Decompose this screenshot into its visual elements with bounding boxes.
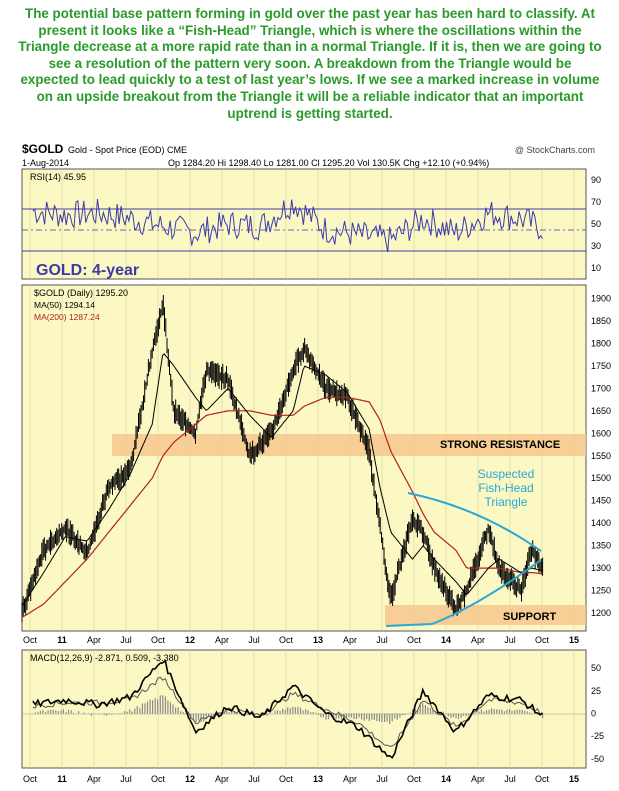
x-tick-label: Oct <box>535 774 550 784</box>
rsi-legend: RSI(14) 45.95 <box>30 172 86 182</box>
header-date: 1-Aug-2014 <box>22 158 69 168</box>
x-tick-label: 13 <box>313 635 323 645</box>
rsi-y-tick: 30 <box>591 241 601 251</box>
price-y-tick: 1900 <box>591 293 611 303</box>
x-tick-label: 14 <box>441 774 451 784</box>
rsi-series-line <box>32 199 544 253</box>
x-tick-label: Apr <box>215 774 229 784</box>
price-panel-bg <box>21 284 587 632</box>
x-tick-label: Apr <box>471 635 485 645</box>
x-tick-label: 13 <box>313 774 323 784</box>
x-tick-label: Jul <box>376 774 388 784</box>
support-zone <box>385 605 586 625</box>
x-tick-label: Oct <box>23 635 38 645</box>
chart-title: GOLD: 4-year <box>36 262 139 279</box>
macd-panel: 50 25 0 -25 -50 MACD(12,26,9) -2.871, 0.509,… <box>21 649 604 784</box>
price-y-tick: 1350 <box>591 541 611 551</box>
x-tick-label: Oct <box>151 635 166 645</box>
macd-y-tick: 0 <box>591 709 596 719</box>
price-y-tick: 1800 <box>591 338 611 348</box>
x-tick-label: Oct <box>279 635 294 645</box>
x-tick-label: Jul <box>120 635 132 645</box>
macd-line <box>32 659 544 759</box>
rsi-y-tick: 10 <box>591 263 601 273</box>
x-tick-label: Jul <box>248 635 260 645</box>
rsi-y-tick: 70 <box>591 197 601 207</box>
support-label: SUPPORT <box>503 611 556 623</box>
macd-signal-line <box>32 676 543 747</box>
x-tick-label: Jul <box>248 774 260 784</box>
macd-legend: MACD(12,26,9) -2.871, 0.509, -3.380 <box>30 653 179 663</box>
price-y-tick: 1200 <box>591 608 611 618</box>
resistance-label: STRONG RESISTANCE <box>440 439 560 451</box>
triangle-label-line3: Triangle <box>485 495 528 509</box>
price-y-tick: 1600 <box>591 428 611 438</box>
intro-paragraph: The potential base pattern forming in go… <box>18 6 602 121</box>
rsi-y-tick: 90 <box>591 175 601 185</box>
x-tick-label: 15 <box>569 774 579 784</box>
price-y-tick: 1750 <box>591 361 611 371</box>
triangle-lower-line <box>385 559 542 627</box>
ma50-line <box>21 353 543 607</box>
x-tick-label: 14 <box>441 635 451 645</box>
watermark: @ StockCharts.com <box>515 145 595 155</box>
x-tick-label: Jul <box>120 774 132 784</box>
x-tick-label: Oct <box>151 774 166 784</box>
x-tick-label: 15 <box>569 635 579 645</box>
price-y-tick: 1550 <box>591 451 611 461</box>
header-name: Gold - Spot Price (EOD) CME <box>68 145 187 155</box>
x-tick-label: Jul <box>376 635 388 645</box>
x-tick-label: Apr <box>343 635 357 645</box>
price-y-tick: 1300 <box>591 563 611 573</box>
triangle-label-line1: Suspected <box>478 467 535 481</box>
x-tick-label: Jul <box>504 774 516 784</box>
price-y-tick: 1400 <box>591 518 611 528</box>
price-y-tick: 1700 <box>591 383 611 393</box>
ma200-line <box>21 396 543 619</box>
x-tick-label: 12 <box>185 774 195 784</box>
x-tick-label: Jul <box>504 635 516 645</box>
price-panel: 1900 1850 1800 1750 1700 1650 1600 1550 1500 1450… <box>21 262 611 645</box>
rsi-panel: 90 70 50 30 10 RSI(14) 45.95 <box>21 168 601 280</box>
x-tick-label: Oct <box>407 635 422 645</box>
price-y-tick: 1450 <box>591 496 611 506</box>
x-tick-label: 11 <box>57 774 67 784</box>
triangle-upper-line <box>407 492 542 552</box>
x-tick-label: Apr <box>471 774 485 784</box>
header-symbol: $GOLD <box>22 142 64 156</box>
x-tick-label: Oct <box>279 774 294 784</box>
price-series-bars <box>21 295 544 623</box>
macd-panel-bg <box>21 649 587 769</box>
price-y-tick: 1650 <box>591 406 611 416</box>
price-y-tick: 1250 <box>591 586 611 596</box>
x-tick-label: 11 <box>57 635 67 645</box>
ma50-legend: MA(50) 1294.14 <box>34 300 95 310</box>
x-tick-label: Oct <box>535 635 550 645</box>
price-y-tick: 1850 <box>591 316 611 326</box>
macd-y-tick: -50 <box>591 754 604 764</box>
ma200-legend: MA(200) 1287.24 <box>34 312 100 322</box>
triangle-label-line2: Fish-Head <box>478 481 533 495</box>
header-ohlc: Op 1284.20 Hi 1298.40 Lo 1281.00 Cl 1295… <box>168 158 489 168</box>
macd-y-tick: -25 <box>591 731 604 741</box>
price-y-tick: 1500 <box>591 473 611 483</box>
x-tick-label: Apr <box>87 635 101 645</box>
rsi-y-tick: 50 <box>591 219 601 229</box>
price-legend: $GOLD (Daily) 1295.20 <box>34 288 128 298</box>
x-tick-label: Oct <box>407 774 422 784</box>
x-tick-label: Apr <box>215 635 229 645</box>
macd-y-tick: 50 <box>591 663 601 673</box>
x-tick-label: Oct <box>23 774 38 784</box>
resistance-zone <box>112 434 586 456</box>
x-tick-label: Apr <box>87 774 101 784</box>
x-tick-label: 12 <box>185 635 195 645</box>
macd-y-tick: 25 <box>591 686 601 696</box>
x-tick-label: Apr <box>343 774 357 784</box>
